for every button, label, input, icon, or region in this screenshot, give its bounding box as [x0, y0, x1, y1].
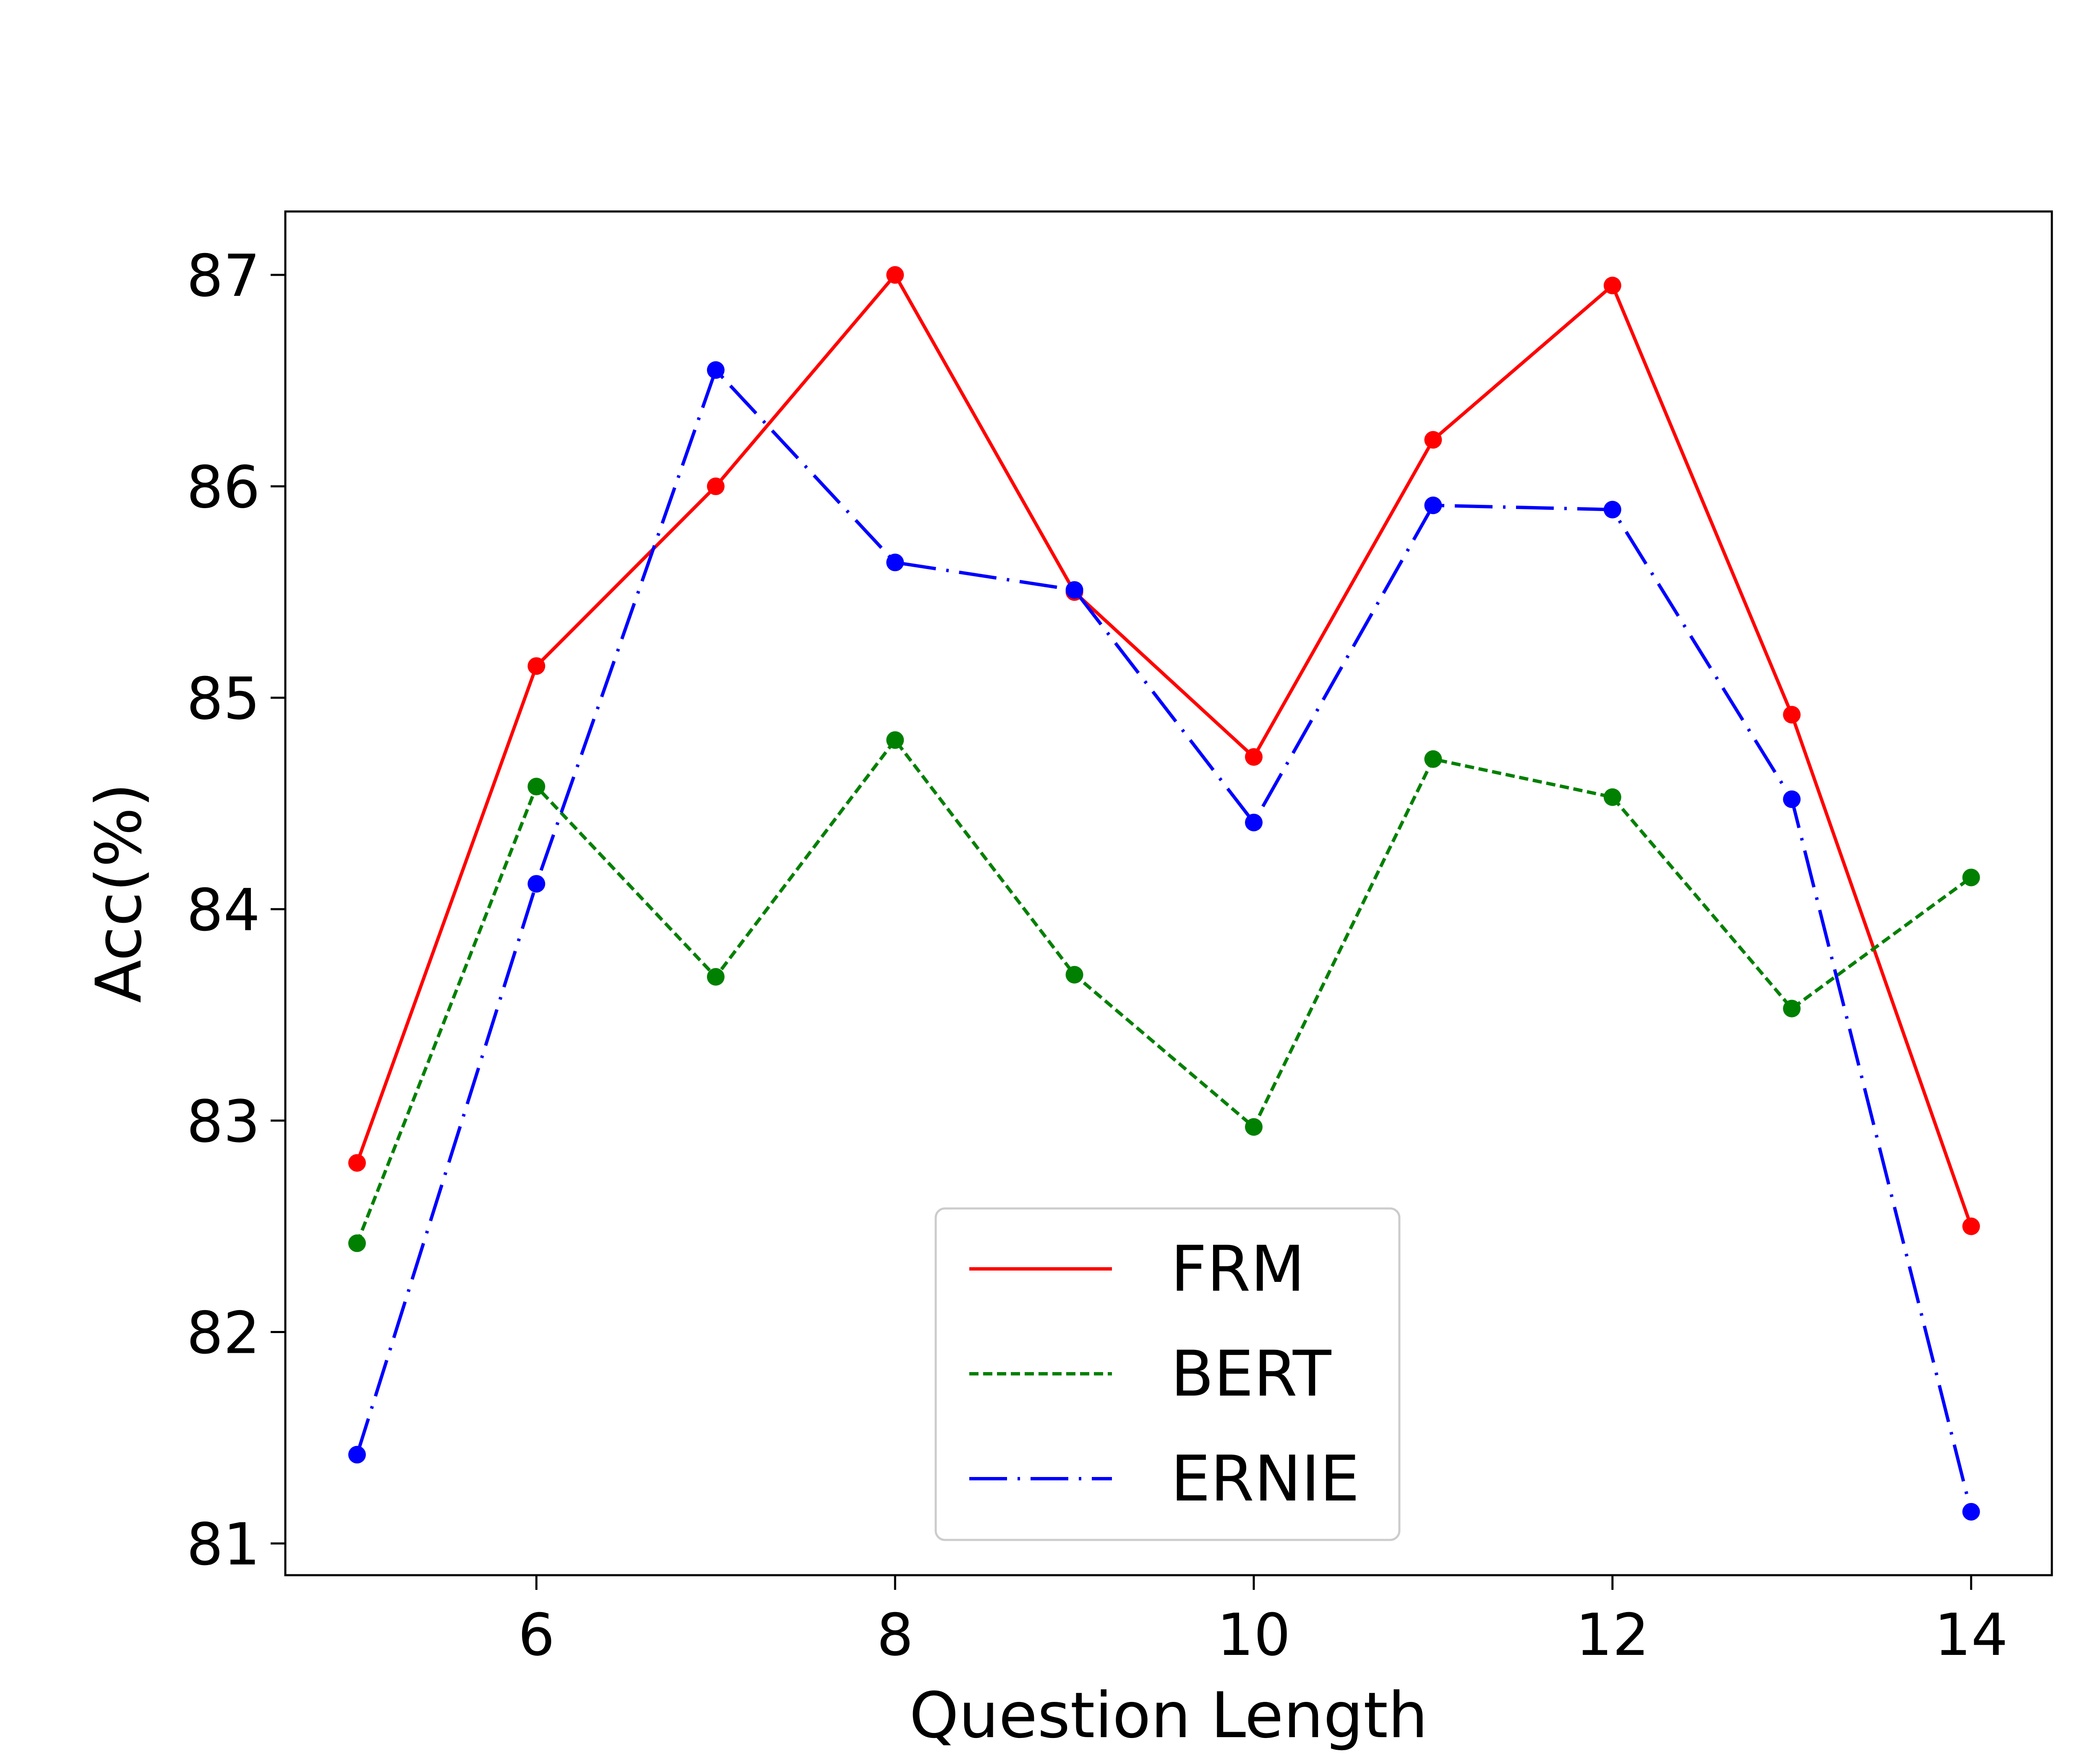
- data-point-bert: [1603, 788, 1621, 806]
- data-point-frm: [1783, 706, 1801, 724]
- plot-frame: [284, 210, 2053, 1576]
- data-point-frm: [886, 266, 904, 284]
- data-point-ernie: [348, 1446, 366, 1464]
- data-point-ernie: [1065, 581, 1083, 599]
- data-point-frm: [1603, 277, 1621, 295]
- series-bert: [348, 731, 1980, 1252]
- data-point-bert: [1245, 1118, 1263, 1136]
- y-axis-ticks: 81 82 83 84 85 86 87: [186, 242, 285, 1578]
- data-point-bert: [527, 778, 545, 796]
- x-axis-ticks: 6 8 10 12 14: [518, 1575, 2008, 1669]
- legend-label-bert: BERT: [1171, 1338, 1332, 1411]
- data-point-ernie: [1424, 496, 1442, 514]
- series-frm: [348, 266, 1980, 1235]
- data-point-frm: [527, 657, 545, 675]
- series-layer: [348, 266, 1980, 1521]
- series-line-bert: [355, 738, 1973, 1244]
- y-tick-label: 83: [186, 1088, 260, 1156]
- x-tick-label: 12: [1576, 1601, 1649, 1669]
- data-point-ernie: [1783, 790, 1801, 808]
- y-tick-label: 85: [186, 665, 260, 733]
- legend-frame: [934, 1207, 1401, 1541]
- series-line-frm: [355, 273, 1973, 1227]
- data-point-bert: [1962, 869, 1980, 887]
- data-point-ernie: [1962, 1503, 1980, 1521]
- data-point-ernie: [1603, 501, 1621, 519]
- y-tick-label: 84: [186, 877, 260, 944]
- x-tick-label: 10: [1217, 1601, 1291, 1669]
- legend: FRM BERT ERNIE: [934, 1207, 1401, 1541]
- y-tick-label: 81: [186, 1511, 260, 1578]
- y-tick-label: 87: [186, 242, 260, 310]
- y-tick-label: 86: [186, 454, 260, 521]
- x-tick-label: 8: [877, 1601, 913, 1669]
- data-point-frm: [1962, 1217, 1980, 1235]
- data-point-frm: [1424, 431, 1442, 449]
- data-point-bert: [1783, 999, 1801, 1018]
- legend-label-frm: FRM: [1171, 1233, 1305, 1306]
- data-point-ernie: [1245, 814, 1263, 832]
- data-point-ernie: [527, 875, 545, 893]
- legend-label-ernie: ERNIE: [1171, 1443, 1360, 1516]
- y-tick-label: 82: [186, 1300, 260, 1367]
- x-tick-label: 14: [1934, 1601, 2008, 1669]
- y-axis-title: Acc(%): [83, 783, 156, 1003]
- data-point-ernie: [886, 553, 904, 571]
- data-point-frm: [707, 478, 725, 496]
- data-point-bert: [1424, 750, 1442, 768]
- legend-entries: FRM BERT ERNIE: [969, 1233, 1360, 1516]
- series-ernie: [348, 361, 1980, 1521]
- data-point-bert: [348, 1234, 366, 1252]
- data-point-bert: [886, 731, 904, 749]
- x-tick-label: 6: [518, 1601, 555, 1669]
- series-line-ernie: [355, 368, 1973, 1512]
- data-point-ernie: [707, 361, 725, 379]
- data-point-frm: [1245, 748, 1263, 766]
- data-point-bert: [707, 968, 725, 986]
- data-point-frm: [348, 1154, 366, 1172]
- x-axis-title: Question Length: [909, 1679, 1428, 1752]
- data-point-bert: [1065, 966, 1083, 984]
